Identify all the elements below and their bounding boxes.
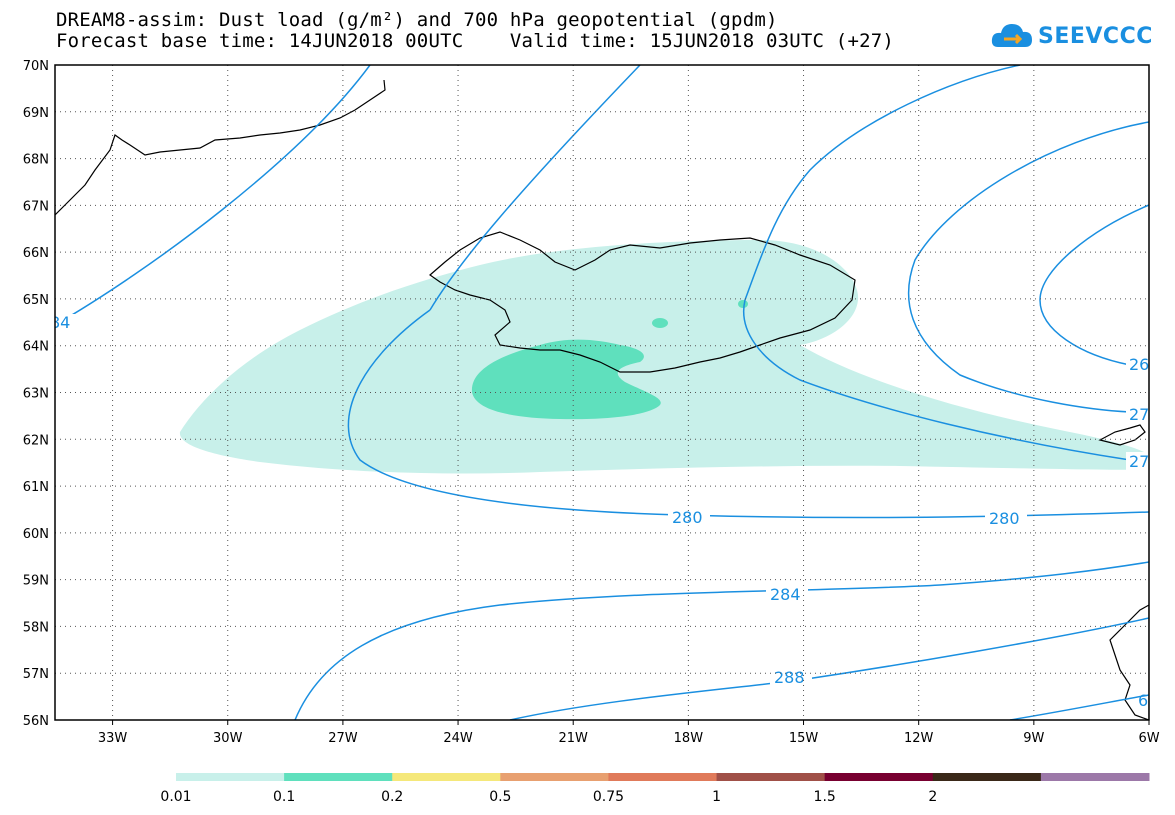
faroe-coastline — [1098, 424, 1146, 446]
longitude-labels: 33W 30W 27W 24W 21W 18W 15W 12W 9W 6W — [98, 720, 1160, 746]
lon-tick-label: 21W — [559, 731, 589, 746]
legend-label: 0.1 — [273, 789, 295, 805]
contour-label: 6 — [1138, 691, 1148, 710]
logo-text: SEEVCCC — [1038, 23, 1153, 49]
legend-swatch — [1040, 773, 1150, 781]
map-frame — [54, 64, 1150, 721]
lon-tick-label: 27W — [328, 731, 358, 746]
iceland-coastline — [429, 231, 856, 373]
legend-swatch — [932, 773, 1042, 781]
cloud-icon — [991, 24, 1032, 47]
lat-tick-label: 67N — [23, 199, 49, 214]
contour-line — [1009, 694, 1149, 720]
contour-label: 84 — [50, 313, 70, 332]
graticule — [55, 65, 1149, 720]
contour-label: 27 — [1129, 405, 1149, 424]
lon-tick-label: 9W — [1023, 731, 1044, 746]
contour-line — [429, 65, 641, 311]
legend-swatch — [716, 773, 826, 781]
lon-tick-label: 12W — [904, 731, 934, 746]
seevccc-logo: SEEVCCC — [990, 18, 1153, 54]
legend-label: 0.75 — [593, 789, 624, 805]
lat-tick-label: 61N — [23, 480, 49, 495]
lat-tick-label: 56N — [23, 714, 49, 729]
scotland-coastline — [1109, 604, 1149, 720]
legend-swatch — [176, 773, 285, 781]
chart-subtitle: Forecast base time: 14JUN2018 00UTC Vali… — [56, 30, 895, 52]
lat-tick-label: 69N — [23, 106, 49, 121]
lon-tick-label: 24W — [443, 731, 473, 746]
contour-line — [347, 309, 1149, 519]
contour-label: 280 — [672, 508, 703, 527]
contour-line — [743, 65, 1131, 461]
lat-tick-label: 65N — [23, 293, 49, 308]
lon-tick-label: 15W — [789, 731, 819, 746]
contour-line — [294, 561, 1149, 720]
lon-tick-label: 33W — [98, 731, 128, 746]
contour-label: 284 — [770, 585, 801, 604]
lat-tick-label: 70N — [23, 59, 49, 74]
dust-patch — [652, 318, 668, 328]
lat-tick-label: 60N — [23, 527, 49, 542]
legend-label: 2 — [928, 789, 937, 805]
lon-tick-label: 18W — [674, 731, 704, 746]
lat-tick-label: 58N — [23, 620, 49, 635]
contour-label: 26 — [1129, 355, 1149, 374]
lat-tick-label: 66N — [23, 246, 49, 261]
contour-label: 288 — [774, 668, 805, 687]
dust-area-01 — [471, 339, 661, 420]
color-legend: 0.01 0.1 0.2 0.5 0.75 1 1.5 2 — [160, 773, 1150, 805]
lat-tick-label: 64N — [23, 340, 49, 355]
legend-label: 1.5 — [814, 789, 836, 805]
geopotential-contours — [55, 65, 1149, 720]
legend-swatch — [284, 773, 393, 781]
chart-title: DREAM8-assim: Dust load (g/m²) and 700 h… — [56, 9, 778, 31]
lon-tick-label: 6W — [1138, 731, 1159, 746]
legend-swatch — [824, 773, 934, 781]
lat-tick-label: 62N — [23, 433, 49, 448]
legend-label: 1 — [712, 789, 721, 805]
lat-tick-label: 68N — [23, 153, 49, 168]
greenland-coastline — [55, 79, 386, 216]
lat-tick-label: 57N — [23, 667, 49, 682]
dust-area-001 — [179, 240, 1149, 474]
dust-patch — [738, 300, 748, 308]
legend-label: 0.01 — [160, 789, 191, 805]
lon-tick-label: 30W — [213, 731, 243, 746]
legend-label: 0.2 — [381, 789, 403, 805]
lat-tick-label: 59N — [23, 574, 49, 589]
contour-line — [55, 65, 371, 326]
legend-swatch — [608, 773, 718, 781]
legend-swatch — [392, 773, 501, 781]
legend-label: 0.5 — [489, 789, 511, 805]
contour-line — [907, 121, 1149, 413]
lat-tick-label: 63N — [23, 387, 49, 402]
contour-line — [1039, 204, 1149, 366]
contour-label: 280 — [989, 509, 1020, 528]
contour-label: 27 — [1129, 452, 1149, 471]
legend-swatch — [500, 773, 609, 781]
latitude-labels: 70N 69N 68N 67N 66N 65N 64N 63N 62N 61N 60N 59N 58N 5… — [23, 59, 49, 729]
contour-labels: 84 280 280 284 288 26 27 27 6 — [50, 313, 1149, 710]
